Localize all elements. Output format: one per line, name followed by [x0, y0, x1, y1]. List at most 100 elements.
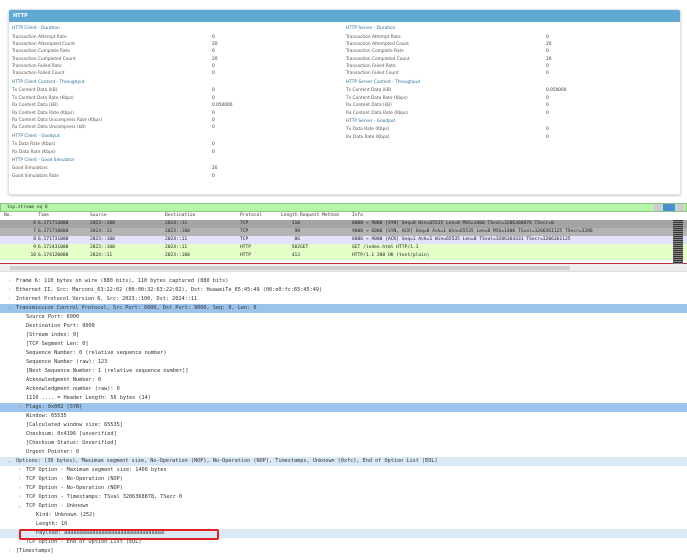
expanded-arrow-icon[interactable]: ⌄ [8, 458, 12, 464]
display-filter-input[interactable]: tcp.stream eq 0 [7, 205, 48, 210]
payload-highlight-box [19, 529, 219, 540]
detail-line[interactable]: [Stream index: 0] [0, 331, 687, 340]
detail-line[interactable]: Payload: aaaaaaaaaaaaaaaaaaaaaaaaaaaaaaa… [0, 529, 687, 538]
collapsed-arrow-icon[interactable]: › [8, 296, 12, 302]
packet-row[interactable]: 6 6.171713000 2023::100 2024::11 TCP 110 6000 … [0, 220, 687, 228]
collapsed-arrow-icon[interactable]: › [8, 287, 12, 293]
column-header[interactable]: Source [90, 213, 107, 218]
detail-line[interactable]: Destination Port: 9000 [0, 322, 687, 331]
stat-row: Tx Content Data Rate (Kbps) 0 [12, 95, 342, 102]
column-header[interactable]: Length [281, 213, 298, 218]
detail-line[interactable]: › Ethernet II, Src: Marconi_63:22:02 (00:… [0, 286, 687, 295]
detail-text: Sequence Number: 0 (relative sequence nu… [26, 350, 167, 356]
detail-line[interactable]: [Checksum Status: Unverified] [0, 439, 687, 448]
expanded-arrow-icon[interactable]: ⌄ [8, 305, 12, 311]
stat-label: Tx Data Rate (Kbps) [346, 127, 390, 133]
stat-label: Tx Content Data (kB) [12, 88, 58, 94]
detail-line[interactable]: Sequence Number (raw): 123 [0, 358, 687, 367]
detail-line[interactable]: Urgent Pointer: 0 [0, 448, 687, 457]
detail-line[interactable]: › TCP Option - Maximum segment size: 1400… [0, 466, 687, 475]
detail-text: Kind: Unknown (252) [36, 512, 96, 518]
detail-line[interactable]: ⌄ Transmission Control Protocol, Src Port… [0, 304, 687, 313]
detail-line[interactable]: › TCP Option - No-Operation (NOP) [0, 484, 687, 493]
stat-value: 0 [546, 95, 549, 101]
collapsed-arrow-icon[interactable]: › [18, 494, 22, 500]
detail-text: Acknowledgment Number: 0 [26, 377, 101, 383]
stat-value: 0 [546, 34, 549, 40]
display-filter-bar[interactable]: tcp.stream eq 0 [0, 203, 687, 212]
packet-row[interactable]: 9 6.172431000 2023::100 2024::11 HTTP 502 GET G… [0, 244, 687, 252]
detail-line[interactable]: Checksum: 0x4196 [unverified] [0, 430, 687, 439]
collapsed-arrow-icon[interactable]: › [18, 485, 22, 491]
column-header[interactable]: Request Method [300, 213, 339, 218]
horizontal-scrollbar[interactable] [0, 264, 687, 272]
detail-line[interactable]: › Internet Protocol Version 6, Src: 2023:… [0, 295, 687, 304]
expanded-arrow-icon[interactable]: ⌄ [18, 503, 22, 509]
packet-info: 6000 → 9000 [SYN] Seq=0 Win=65535 Len=0 … [352, 221, 554, 226]
packet-info: GET /index.html HTTP/1.1 [352, 245, 419, 250]
detail-line[interactable]: › Frame 6: 110 bytes on wire (880 bits), … [0, 277, 687, 286]
stat-value: 0 [212, 71, 215, 77]
stat-value: 0 [546, 71, 549, 77]
stat-value: 0 [546, 127, 549, 133]
detail-line[interactable]: Acknowledgment Number: 0 [0, 376, 687, 385]
detail-text: Ethernet II, Src: Marconi_63:22:02 (00:0… [16, 287, 323, 293]
detail-line[interactable]: › [Timestamps] [0, 547, 687, 556]
column-header[interactable]: No. [4, 213, 13, 218]
detail-line[interactable]: Sequence Number: 0 (relative sequence nu… [0, 349, 687, 358]
http-statistics-panel: HTTP HTTP Client - Duration Transaction A… [8, 9, 681, 195]
detail-text: Frame 6: 110 bytes on wire (880 bits), 1… [16, 278, 229, 284]
collapsed-arrow-icon[interactable]: › [18, 476, 22, 482]
detail-line[interactable]: › TCP Option - Timestamps: TSval 32063688… [0, 493, 687, 502]
packet-minimap-scrollbar[interactable] [673, 220, 683, 264]
stat-label: Rx Content Data Uncompress Rate (Kbps) [12, 117, 102, 123]
column-header[interactable]: Protocol [240, 213, 263, 218]
detail-line[interactable]: Source Port: 6000 [0, 313, 687, 322]
detail-line[interactable]: Window: 65535 [0, 412, 687, 421]
stat-value: 20 [212, 41, 218, 47]
stat-value: 0 [212, 110, 215, 116]
detail-line[interactable]: [Next Sequence Number: 1 (relative seque… [0, 367, 687, 376]
detail-text: Destination Port: 9000 [26, 323, 95, 329]
detail-line[interactable]: [TCP Segment Len: 0] [0, 340, 687, 349]
stat-label: Rx Content Data Rate (Kbps) [346, 110, 409, 116]
stat-value: 0 [212, 95, 215, 101]
stat-value: 20 [212, 166, 218, 172]
detail-line[interactable]: 1110 .... = Header Length: 56 bytes (14) [0, 394, 687, 403]
stat-value: 0 [212, 173, 215, 179]
bookmark-icon[interactable] [654, 204, 662, 211]
packet-row[interactable]: 10 6.174120000 2024::11 2023::100 HTTP 413 HTT… [0, 252, 687, 260]
column-header[interactable]: Info [352, 213, 364, 218]
detail-line[interactable]: › Flags: 0x002 (SYN) [0, 403, 687, 412]
apply-filter-button[interactable] [663, 204, 675, 211]
stat-label: Rx Data Rate (Kbps) [12, 149, 56, 155]
collapsed-arrow-icon[interactable]: › [8, 278, 12, 284]
packet-len: 413 [291, 253, 300, 258]
detail-line[interactable]: Acknowledgment number (raw): 0 [0, 385, 687, 394]
stat-label: Good Simulators [12, 166, 48, 172]
column-header[interactable]: Destination [165, 213, 196, 218]
packet-dst: 2023::100 [165, 253, 190, 258]
packet-row[interactable]: 7 6.171718000 2024::11 2023::100 TCP 90 9000 →… [0, 228, 687, 236]
detail-line[interactable]: [Calculated window size: 65535] [0, 421, 687, 430]
collapsed-arrow-icon[interactable]: › [18, 467, 22, 473]
detail-text: TCP Option - End of Option List (EOL) [26, 539, 142, 545]
collapsed-arrow-icon[interactable]: › [18, 404, 22, 410]
packet-row[interactable]: 8 6.171731000 2023::100 2024::11 TCP 86 6000 →… [0, 236, 687, 244]
packet-time: 6.171718000 [38, 229, 69, 234]
filter-dropdown-button[interactable] [676, 204, 684, 211]
detail-line[interactable]: ⌄ TCP Option - Unknown [0, 502, 687, 511]
column-header[interactable]: Time [38, 213, 50, 218]
detail-line[interactable]: ⌄ Options: (36 bytes), Maximum segment si… [0, 457, 687, 466]
packet-dst: 2024::11 [165, 245, 188, 250]
packet-no: 9 [33, 245, 36, 250]
detail-text: [Next Sequence Number: 1 (relative seque… [26, 368, 189, 374]
detail-line[interactable]: › TCP Option - No-Operation (NOP) [0, 475, 687, 484]
detail-line[interactable]: › TCP Option - End of Option List (EOL) [0, 538, 687, 547]
detail-text: TCP Option - Timestamps: TSval 320636887… [26, 494, 183, 500]
packet-no: 10 [30, 253, 36, 258]
collapsed-arrow-icon[interactable]: › [8, 548, 12, 554]
detail-line[interactable]: Length: 10 [0, 520, 687, 529]
detail-line[interactable]: Kind: Unknown (252) [0, 511, 687, 520]
collapsed-arrow-icon[interactable]: › [18, 539, 22, 545]
